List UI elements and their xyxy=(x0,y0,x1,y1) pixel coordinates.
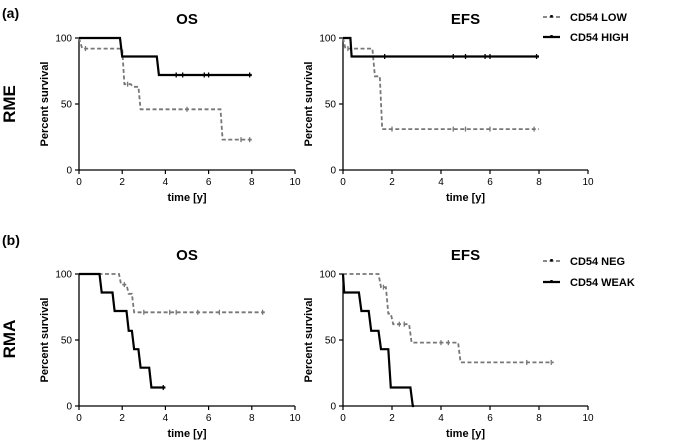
panel-label-b: (b) xyxy=(2,232,20,248)
legend-marker-cd54-weak: ▪ xyxy=(550,277,554,288)
row-label-rme: RME xyxy=(0,85,19,123)
x-axis-label: time [y] xyxy=(446,192,485,204)
legend-a: ▪ CD54 LOW ▪ CD54 HIGH xyxy=(543,12,629,44)
row-label-rma: RMA xyxy=(0,320,19,359)
x-axis-label: time [y] xyxy=(167,192,206,204)
survival-curve-cd54-neg xyxy=(79,273,265,314)
x-axis-label: time [y] xyxy=(167,428,206,440)
y-tick-label: 100 xyxy=(55,270,72,281)
chart-efs-b: EFS 0 50 100 0 2 4 6 8 10 time [y] Percent survival xyxy=(303,247,594,440)
y-tick-label: 50 xyxy=(325,336,337,347)
x-tick-label: 4 xyxy=(438,413,444,424)
legend-marker-cd54-neg: ▪ xyxy=(550,256,554,267)
survival-curve-cd54-weak xyxy=(341,273,415,408)
survival-curve-cd54-weak xyxy=(79,272,166,389)
x-tick-label: 4 xyxy=(163,177,169,188)
x-tick-label: 8 xyxy=(249,413,255,424)
y-tick-label: 50 xyxy=(325,100,337,111)
survival-curve-cd54-neg xyxy=(343,273,554,364)
chart-title: OS xyxy=(176,11,198,28)
x-tick-label: 2 xyxy=(389,177,395,188)
y-tick-label: 0 xyxy=(330,166,336,177)
x-tick-label: 8 xyxy=(536,413,542,424)
x-tick-label: 10 xyxy=(582,177,594,188)
legend-label-cd54-low: CD54 LOW xyxy=(570,12,627,24)
chart-title: OS xyxy=(176,247,198,264)
x-tick-label: 6 xyxy=(206,177,212,188)
x-tick-label: 8 xyxy=(536,177,542,188)
y-tick-label: 0 xyxy=(66,402,72,413)
y-tick-label: 50 xyxy=(61,336,73,347)
survival-curve-cd54-low xyxy=(342,37,539,130)
x-tick-label: 10 xyxy=(289,177,301,188)
y-axis-label: Percent survival xyxy=(303,62,315,147)
legend-b: ▪ CD54 NEG ▪ CD54 WEAK xyxy=(543,256,635,289)
legend-label-cd54-weak: CD54 WEAK xyxy=(570,277,635,289)
y-tick-label: 100 xyxy=(319,34,336,45)
chart-efs-a: EFS 0 50 100 0 2 4 6 8 10 time [y] Percent survival xyxy=(303,11,594,204)
x-tick-label: 2 xyxy=(119,413,125,424)
x-axis-label: time [y] xyxy=(446,428,485,440)
y-axis-label: Percent survival xyxy=(303,298,315,383)
y-tick-label: 0 xyxy=(330,402,336,413)
x-tick-label: 10 xyxy=(582,413,594,424)
y-tick-label: 100 xyxy=(319,270,336,281)
y-axis-label: Percent survival xyxy=(39,62,51,147)
x-tick-label: 10 xyxy=(289,413,301,424)
survival-curve-cd54-high xyxy=(343,36,539,58)
x-tick-label: 0 xyxy=(76,177,82,188)
y-tick-label: 0 xyxy=(66,166,72,177)
x-tick-label: 4 xyxy=(163,413,169,424)
x-tick-label: 2 xyxy=(119,177,125,188)
legend-label-cd54-neg: CD54 NEG xyxy=(570,256,625,268)
x-tick-label: 0 xyxy=(76,413,82,424)
x-tick-label: 6 xyxy=(487,413,493,424)
chart-title: EFS xyxy=(451,11,480,28)
chart-os-a: OS 0 50 100 0 2 4 6 8 10 time [y] Percent survival xyxy=(39,11,301,204)
x-tick-label: 0 xyxy=(340,413,346,424)
x-tick-label: 0 xyxy=(340,177,346,188)
chart-title: EFS xyxy=(451,247,480,264)
chart-os-b: OS 0 50 100 0 2 4 6 8 10 time [y] Percent survival xyxy=(39,247,301,440)
y-axis-label: Percent survival xyxy=(39,298,51,383)
survival-curve-cd54-high xyxy=(79,36,252,77)
x-tick-label: 8 xyxy=(249,177,255,188)
x-tick-label: 6 xyxy=(206,413,212,424)
legend-label-cd54-high: CD54 HIGH xyxy=(570,32,629,44)
panel-label-a: (a) xyxy=(2,5,19,21)
y-tick-label: 100 xyxy=(55,34,72,45)
x-tick-label: 6 xyxy=(487,177,493,188)
x-tick-label: 4 xyxy=(438,177,444,188)
x-tick-label: 2 xyxy=(389,413,395,424)
legend-marker-cd54-high: ▪ xyxy=(550,32,554,43)
survival-curve-cd54-low xyxy=(78,37,252,141)
legend-marker-cd54-low: ▪ xyxy=(550,12,554,23)
y-tick-label: 50 xyxy=(61,100,73,111)
